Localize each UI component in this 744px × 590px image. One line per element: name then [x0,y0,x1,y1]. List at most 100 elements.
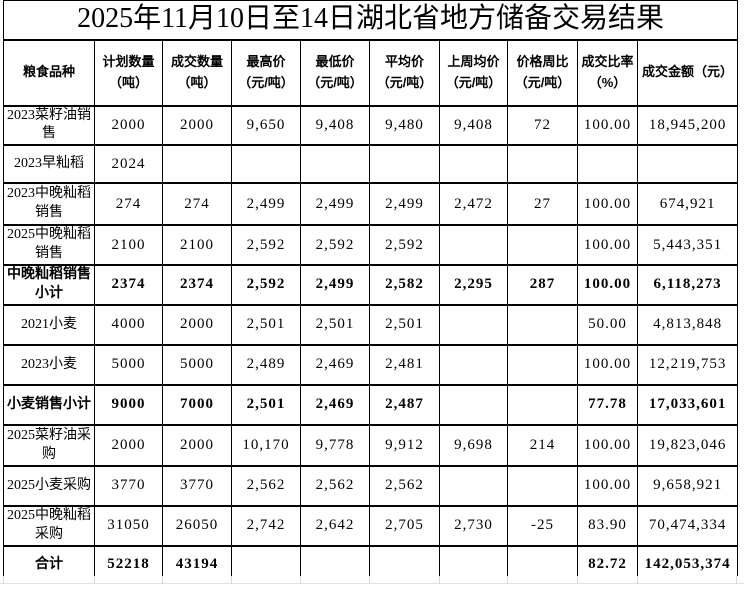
table-row: 小麦销售小计 9000 7000 2,501 2,469 2,487 77.78 17,033… [3,384,739,427]
value-cell: 4000 [94,304,163,347]
value-cell: 3770 [94,465,163,508]
value-cell [439,144,508,185]
value-cell: 2,499 [300,182,370,227]
value-cell: 2,499 [369,182,440,227]
gridline-stub [369,576,370,584]
value-cell: 2,562 [369,465,440,508]
gridline-stub [94,576,95,584]
value-cell [439,344,508,387]
column-header-average-price: 平均价 （元/吨） [369,38,440,107]
table-row: 2021小麦 4000 2000 2,501 2,501 2,501 50.00 4,813,… [3,304,739,347]
gridline-stub [439,576,440,584]
value-cell [369,144,440,185]
table-row: 2023中晚籼稻销售 274 274 2,499 2,499 2,499 2,472 27 10… [3,182,739,227]
value-cell: 7000 [162,384,232,427]
table-row: 2023早籼稻 2024 [3,144,739,185]
value-cell [577,144,638,185]
value-cell: 2,481 [369,344,440,387]
value-cell: 9,658,921 [636,465,739,508]
value-cell: 100.00 [577,104,638,147]
gridline-stub [736,576,737,584]
value-cell: 2,501 [231,304,301,347]
value-cell: 50.00 [577,304,638,347]
column-header-trade-amount: 成交金额（元） [636,38,739,107]
gridline-stub [3,576,4,584]
value-cell: 2,592 [231,264,301,307]
value-cell: 2,469 [300,344,370,387]
value-cell: 19,823,046 [636,424,739,468]
value-cell: 2,582 [369,264,440,307]
row-label-cell: 2025小麦采购 [3,465,95,508]
value-cell: 2,489 [231,344,301,387]
value-cell: 2374 [94,264,163,307]
column-header-highest-price: 最高价 （元/吨） [231,38,301,107]
value-cell: 70,474,334 [636,505,739,548]
value-cell: 6,118,273 [636,264,739,307]
value-cell: 2000 [162,304,232,347]
value-cell: 9,698 [439,424,508,468]
value-cell: 214 [507,424,578,468]
row-label-cell: 2023小麦 [3,344,95,387]
row-label-cell: 2023菜籽油销售 [3,104,95,147]
value-cell: 2024 [94,144,163,185]
table-title: 2025年11月10日至14日湖北省地方储备交易结果 [2,0,739,41]
table-row: 2025小麦采购 3770 3770 2,562 2,562 2,562 100.00 9,6… [3,465,739,508]
value-cell: 26050 [162,505,232,548]
value-cell: 2,469 [300,384,370,427]
value-cell: 2,730 [439,505,508,548]
value-cell: 2,499 [300,264,370,307]
value-cell: 100.00 [577,264,638,307]
column-header-lastweek-price: 上周均价 （元/吨） [439,38,508,107]
value-cell: 2100 [94,224,163,267]
value-cell: 2,562 [231,465,301,508]
value-cell: 9,408 [300,104,370,147]
value-cell [162,144,232,185]
table-body: 2023菜籽油销售 2000 2000 9,650 9,408 9,480 9,408 72 1… [3,104,739,586]
value-cell: 287 [507,264,578,307]
value-cell: 77.78 [577,384,638,427]
value-cell: 2,295 [439,264,508,307]
row-label-cell: 2025中晚籼稻采购 [3,505,95,548]
value-cell: 2,501 [369,304,440,347]
gridline-stub [577,576,578,584]
value-cell [439,384,508,427]
value-cell: 2000 [162,104,232,147]
table-row: 2025菜籽油采购 2000 2000 10,170 9,778 9,912 9,698 21… [3,424,739,468]
value-cell: 5000 [162,344,232,387]
value-cell: 5,443,351 [636,224,739,267]
value-cell: 4,813,848 [636,304,739,347]
row-label-cell: 2025中晚籼稻销售 [3,224,95,267]
value-cell: 9,650 [231,104,301,147]
value-cell: 2,642 [300,505,370,548]
table-row: 2023小麦 5000 5000 2,489 2,469 2,481 100.00 12,21… [3,344,739,387]
value-cell: 83.90 [577,505,638,548]
value-cell: 10,170 [231,424,301,468]
value-cell: 12,219,753 [636,344,739,387]
row-label-cell: 小麦销售小计 [3,384,95,427]
excel-gridlines [0,576,744,590]
value-cell: 100.00 [577,344,638,387]
value-cell [300,144,370,185]
table-row: 2025中晚籼稻采购 31050 26050 2,742 2,642 2,705 2,730… [3,505,739,548]
value-cell: 9,912 [369,424,440,468]
row-label-cell: 2025菜籽油采购 [3,424,95,468]
value-cell: 2,499 [231,182,301,227]
value-cell [439,304,508,347]
value-cell [439,224,508,267]
gridline-stub [507,576,508,584]
column-header-planned-qty: 计划数量 （吨） [94,38,163,107]
value-cell [439,465,508,508]
table-head-section: 2025年11月10日至14日湖北省地方储备交易结果 粮食品种 计划数量 （吨）… [2,0,739,107]
value-cell: 2000 [162,424,232,468]
value-cell [507,465,578,508]
value-cell [636,144,739,185]
value-cell [507,144,578,185]
value-cell: 5000 [94,344,163,387]
gridline-stub [162,576,163,584]
value-cell: 9,480 [369,104,440,147]
value-cell: 9000 [94,384,163,427]
value-cell: 2,742 [231,505,301,548]
value-cell: 31050 [94,505,163,548]
value-cell: 674,921 [636,182,739,227]
